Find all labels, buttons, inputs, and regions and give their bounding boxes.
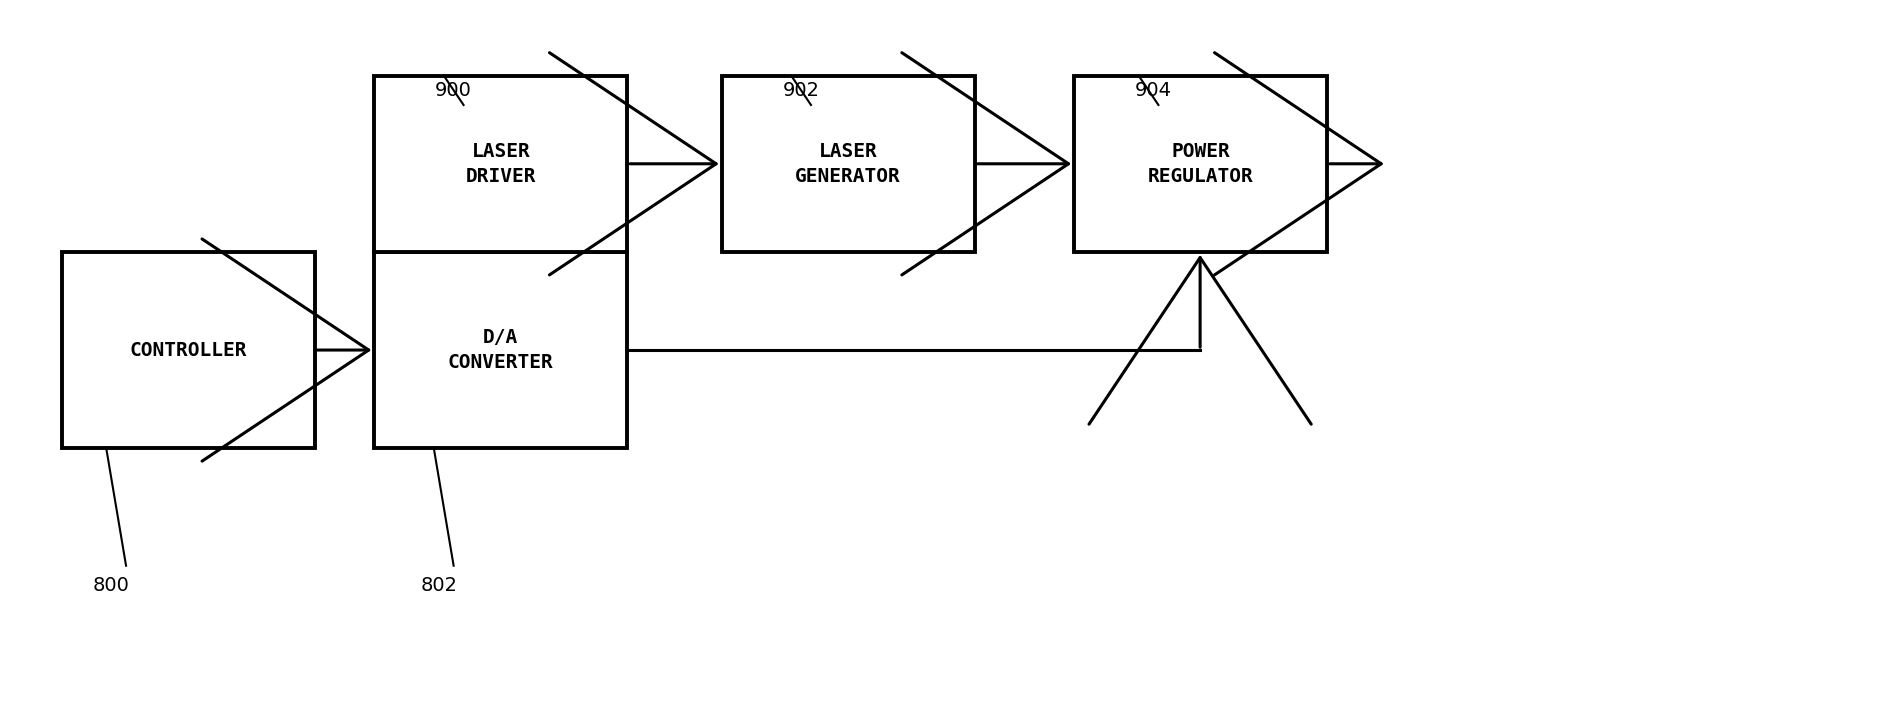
Bar bbox=[722, 75, 975, 252]
Bar bbox=[374, 252, 627, 448]
Bar bbox=[62, 252, 314, 448]
Bar bbox=[374, 75, 627, 252]
Text: 800: 800 bbox=[93, 576, 130, 595]
Text: LASER
GENERATOR: LASER GENERATOR bbox=[795, 142, 901, 186]
Bar bbox=[1073, 75, 1326, 252]
Text: 802: 802 bbox=[419, 576, 457, 595]
Text: D/A
CONVERTER: D/A CONVERTER bbox=[448, 328, 553, 372]
Text: POWER
REGULATOR: POWER REGULATOR bbox=[1147, 142, 1252, 186]
Text: 904: 904 bbox=[1135, 81, 1171, 100]
Text: 902: 902 bbox=[782, 81, 820, 100]
Text: LASER
DRIVER: LASER DRIVER bbox=[465, 142, 536, 186]
Text: 900: 900 bbox=[434, 81, 472, 100]
Text: CONTROLLER: CONTROLLER bbox=[128, 341, 247, 360]
